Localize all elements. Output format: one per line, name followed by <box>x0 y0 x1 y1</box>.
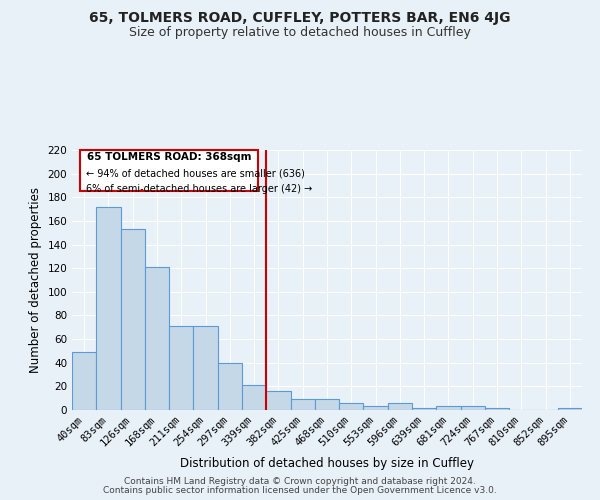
Text: 65, TOLMERS ROAD, CUFFLEY, POTTERS BAR, EN6 4JG: 65, TOLMERS ROAD, CUFFLEY, POTTERS BAR, … <box>89 11 511 25</box>
Bar <box>436 406 461 410</box>
Bar <box>315 400 339 410</box>
Bar <box>339 403 364 410</box>
Bar <box>290 400 315 410</box>
Bar <box>558 408 582 410</box>
Bar <box>169 326 193 410</box>
Text: Contains HM Land Registry data © Crown copyright and database right 2024.: Contains HM Land Registry data © Crown c… <box>124 477 476 486</box>
Text: Size of property relative to detached houses in Cuffley: Size of property relative to detached ho… <box>129 26 471 39</box>
Bar <box>121 229 145 410</box>
Bar <box>266 391 290 410</box>
Text: 6% of semi-detached houses are larger (42) →: 6% of semi-detached houses are larger (4… <box>86 184 312 194</box>
Text: Contains public sector information licensed under the Open Government Licence v3: Contains public sector information licen… <box>103 486 497 495</box>
Text: ← 94% of detached houses are smaller (636): ← 94% of detached houses are smaller (63… <box>86 168 305 178</box>
Bar <box>193 326 218 410</box>
Text: 65 TOLMERS ROAD: 368sqm: 65 TOLMERS ROAD: 368sqm <box>86 152 251 162</box>
X-axis label: Distribution of detached houses by size in Cuffley: Distribution of detached houses by size … <box>180 457 474 470</box>
Bar <box>364 406 388 410</box>
Bar <box>96 206 121 410</box>
Bar <box>388 403 412 410</box>
Y-axis label: Number of detached properties: Number of detached properties <box>29 187 42 373</box>
Bar <box>145 267 169 410</box>
Bar <box>461 406 485 410</box>
Bar <box>412 408 436 410</box>
Bar <box>485 408 509 410</box>
Bar <box>242 385 266 410</box>
Bar <box>72 352 96 410</box>
Bar <box>218 362 242 410</box>
